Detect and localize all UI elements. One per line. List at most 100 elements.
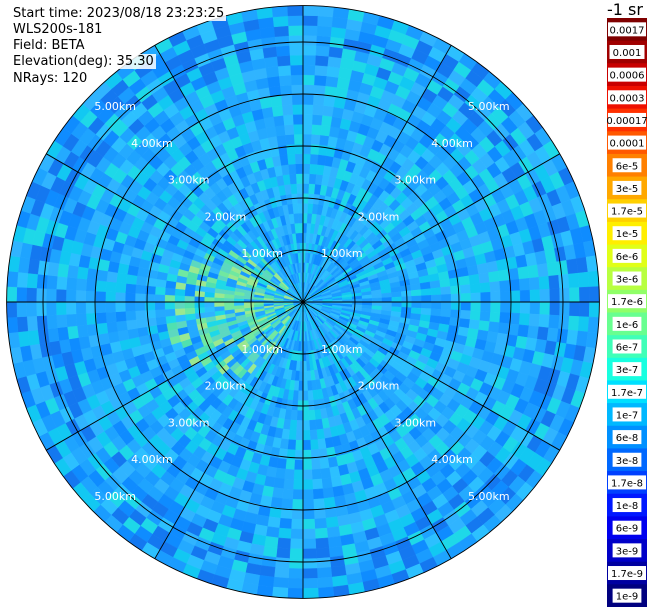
ppi-cell [308,173,317,185]
ppi-cell [302,430,311,441]
ppi-cell [302,183,310,194]
ppi-cell [57,263,70,278]
ppi-cell [321,477,333,489]
colorbar-label: 1.7e-8 [611,478,643,489]
ppi-cell [95,312,107,324]
ppi-cell [476,262,489,275]
ppi-cell [371,297,383,303]
ppi-cell [458,275,471,286]
ppi-cell [296,410,304,421]
ppi-cell [213,305,225,312]
colorbar-label: 1.7e-7 [611,388,643,399]
ppi-cell [117,329,130,342]
ppi-cell [16,271,29,288]
ppi-cell [329,466,341,478]
ppi-cell [26,301,37,317]
ppi-cell [546,327,559,343]
ppi-cell [517,324,530,338]
ppi-cell [292,114,304,125]
ppi-cell [459,310,471,320]
ppi-cell [302,74,316,86]
ppi-cell [85,301,97,314]
ppi-cell [283,114,294,126]
ppi-cell [277,64,292,77]
ring-label: 1.00km [241,343,283,356]
ppi-cell [302,54,317,66]
ppi-cell [302,370,308,382]
ppi-cell [174,288,186,297]
ppi-cell [164,287,176,296]
ppi-cell [302,528,316,540]
ppi-cell [311,458,321,470]
ppi-cell [500,290,511,303]
colorbar-label: 1.7e-9 [611,569,643,580]
ppi-cell [154,294,166,303]
ppi-cell [286,143,296,155]
ppi-cell [203,296,215,303]
ppi-cell [381,297,393,303]
ppi-cell [144,309,156,319]
ppi-cell [16,316,29,333]
colorbar-label: 0.0001 [610,139,645,150]
ppi-cell [459,284,471,294]
ppi-cell [6,270,19,288]
ppi-cell [302,578,319,589]
colorbar-label: 6e-8 [616,433,639,444]
ppi-cell [184,307,196,315]
ppi-cell [282,104,294,116]
ring-label: 1.00km [321,247,363,260]
ppi-cell [287,153,296,165]
ppi-cell [326,526,341,539]
ppi-cell [302,390,309,402]
ppi-cell [429,280,441,289]
ppi-cell [419,281,431,290]
ppi-cell [261,555,277,568]
ppi-cell [144,301,156,311]
colorbar-label: 1e-7 [616,410,639,421]
ppi-cell [302,212,308,224]
ppi-cell [276,134,287,147]
ppi-cell [213,297,225,303]
ppi-cell [125,310,137,321]
ppi-cell [410,289,422,297]
ppi-cell [470,301,482,312]
ppi-cell [302,5,319,17]
ppi-cell [509,301,521,314]
ppi-cell [298,222,304,234]
ppi-cell [294,143,304,155]
elevation-label: Elevation(deg): 35.30 [11,54,156,69]
ppi-cell [391,301,403,308]
ppi-cell [321,115,333,127]
ppi-cell [420,288,432,297]
ppi-cell [309,163,318,175]
ppi-cell [302,94,315,105]
ppi-cell [302,548,317,560]
colorbar-unit: -1 sr [607,0,643,19]
ppi-cell [293,123,304,135]
ppi-cell [488,321,500,334]
ppi-cell [302,35,318,46]
ppi-cell [569,287,580,303]
ppi-cell [105,311,117,323]
ppi-cell [76,266,89,280]
ppi-cell [421,301,432,309]
ppi-cell [302,64,316,76]
ppi-cell [314,64,329,77]
ppi-cell [327,535,342,548]
ppi-cell [57,326,70,341]
ppi-cell [316,25,333,37]
ppi-cell [302,587,319,599]
ppi-cell [302,410,310,421]
ppi-cell [66,264,79,279]
ppi-cell [302,44,317,56]
ppi-cell [289,419,298,431]
ppi-cell [136,326,149,338]
ppi-cell [310,449,320,461]
ppi-cell [204,306,215,313]
ppi-cell [125,273,138,285]
ppi-cell [135,310,147,320]
ring-label: 5.00km [468,100,510,113]
ppi-cell [489,311,501,323]
ppi-cell [311,124,322,136]
ring-label: 3.00km [168,174,210,187]
